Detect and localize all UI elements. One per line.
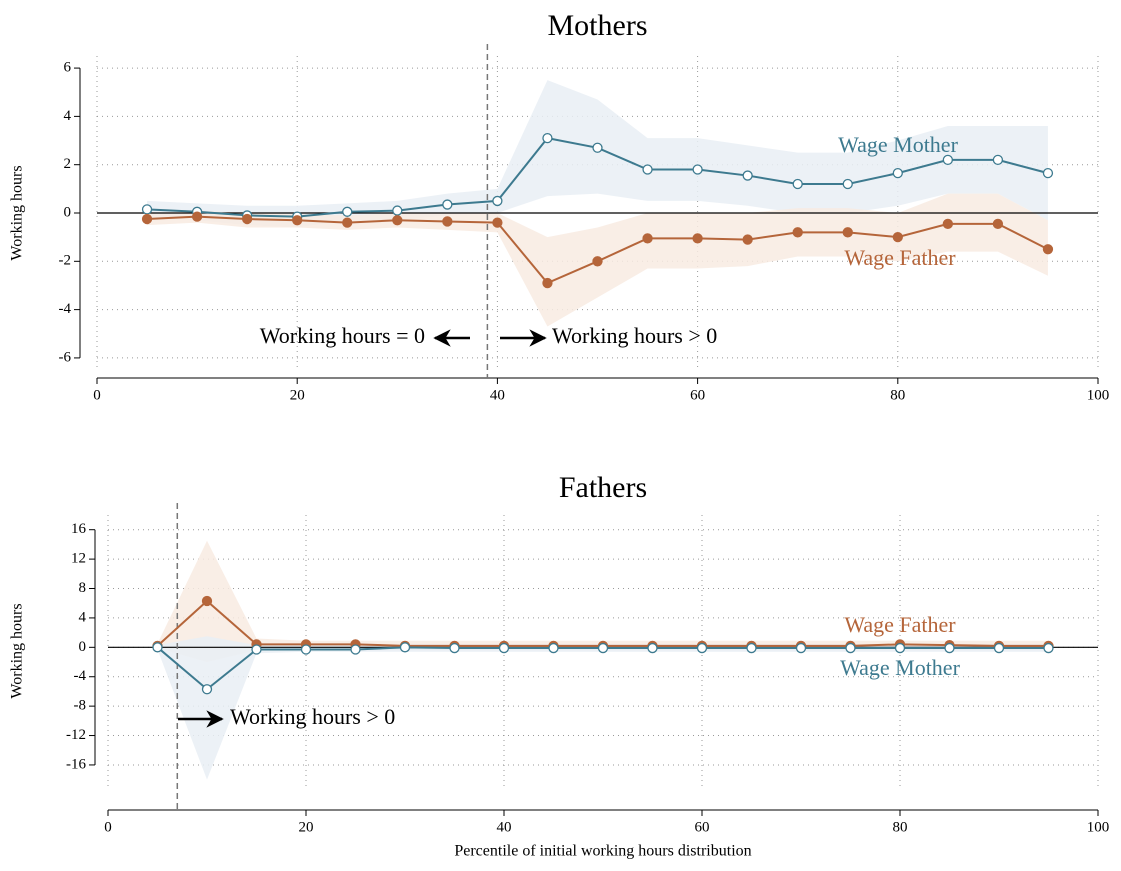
data-point bbox=[592, 256, 603, 267]
data-point bbox=[792, 227, 803, 238]
x-tick-label: 40 bbox=[490, 387, 505, 403]
data-point bbox=[792, 178, 803, 190]
x-tick-label: 80 bbox=[890, 387, 905, 403]
data-point bbox=[399, 642, 411, 653]
data-point bbox=[993, 642, 1005, 654]
data-point bbox=[992, 154, 1004, 166]
series-label: Wage Mother bbox=[838, 132, 958, 157]
y-tick-label: 12 bbox=[71, 551, 86, 567]
data-point bbox=[542, 132, 553, 144]
data-point bbox=[492, 217, 503, 228]
x-tick-label: 100 bbox=[1087, 819, 1110, 835]
data-point bbox=[449, 642, 460, 654]
data-point bbox=[392, 205, 403, 216]
chart-title: Mothers bbox=[548, 9, 648, 42]
y-tick-label: -16 bbox=[66, 756, 86, 772]
data-point bbox=[442, 216, 453, 227]
y-tick-label: 4 bbox=[64, 108, 72, 124]
y-tick-label: 0 bbox=[79, 639, 87, 655]
x-tick-label: 60 bbox=[695, 819, 710, 835]
data-point bbox=[845, 642, 856, 654]
data-point bbox=[392, 215, 403, 226]
data-point bbox=[642, 164, 653, 175]
x-tick-label: 20 bbox=[290, 387, 305, 403]
chart-title: Fathers bbox=[559, 471, 647, 504]
data-point bbox=[992, 218, 1004, 230]
y-axis-label: Working hours bbox=[9, 165, 26, 260]
x-tick-label: 0 bbox=[93, 387, 101, 403]
annotation: Working hours > 0 bbox=[552, 323, 717, 348]
data-point bbox=[1043, 642, 1054, 654]
confidence-band bbox=[147, 80, 1048, 228]
data-point bbox=[201, 595, 213, 607]
y-tick-label: 8 bbox=[79, 580, 87, 596]
data-point bbox=[241, 213, 253, 225]
data-point bbox=[498, 642, 510, 654]
data-point bbox=[746, 642, 757, 654]
data-point bbox=[942, 154, 953, 166]
x-tick-label: 80 bbox=[893, 819, 908, 835]
y-tick-label: -8 bbox=[74, 698, 87, 714]
x-tick-label: 0 bbox=[104, 819, 112, 835]
data-point bbox=[742, 234, 753, 245]
data-point bbox=[141, 213, 153, 225]
data-point bbox=[300, 644, 312, 655]
data-point bbox=[141, 204, 153, 215]
y-tick-label: -12 bbox=[66, 727, 86, 743]
data-point bbox=[942, 218, 953, 230]
series-label: Wage Father bbox=[844, 245, 956, 270]
y-axis-label: Working hours bbox=[9, 603, 26, 698]
data-point bbox=[492, 195, 503, 207]
data-point bbox=[944, 642, 955, 654]
series-label: Wage Father bbox=[844, 612, 956, 637]
y-tick-label: 16 bbox=[71, 521, 87, 537]
x-tick-label: 20 bbox=[299, 819, 314, 835]
y-tick-label: -2 bbox=[59, 253, 72, 269]
data-point bbox=[548, 642, 559, 654]
data-point bbox=[642, 233, 653, 244]
data-point bbox=[1042, 244, 1054, 255]
y-tick-label: 2 bbox=[64, 156, 72, 172]
y-tick-label: 6 bbox=[64, 60, 72, 76]
data-point bbox=[342, 206, 353, 217]
x-tick-label: 60 bbox=[690, 387, 705, 403]
data-point bbox=[795, 642, 807, 654]
data-point bbox=[842, 227, 853, 238]
series-label: Wage Mother bbox=[840, 655, 960, 680]
data-point bbox=[597, 642, 609, 654]
y-tick-label: 4 bbox=[79, 609, 87, 625]
data-point bbox=[892, 167, 903, 179]
data-point bbox=[1042, 167, 1054, 179]
y-tick-label: -6 bbox=[59, 349, 72, 365]
y-tick-label: -4 bbox=[59, 301, 72, 317]
data-point bbox=[191, 211, 203, 222]
data-point bbox=[647, 642, 658, 654]
annotation: Working hours > 0 bbox=[230, 704, 395, 729]
x-tick-label: 40 bbox=[497, 819, 512, 835]
data-point bbox=[692, 233, 703, 244]
data-point bbox=[742, 170, 753, 181]
data-point bbox=[292, 215, 303, 226]
y-tick-label: 0 bbox=[64, 204, 72, 220]
y-tick-label: -4 bbox=[74, 668, 87, 684]
data-point bbox=[201, 684, 213, 695]
data-point bbox=[892, 232, 903, 243]
data-point bbox=[152, 642, 163, 653]
x-tick-label: 100 bbox=[1087, 387, 1110, 403]
confidence-band bbox=[157, 636, 1049, 780]
data-point bbox=[442, 199, 453, 210]
data-point bbox=[542, 277, 553, 289]
annotation: Working hours = 0 bbox=[260, 323, 425, 348]
data-point bbox=[692, 164, 703, 175]
data-point bbox=[342, 217, 353, 228]
x-axis-label: Percentile of initial working hours dist… bbox=[454, 843, 751, 860]
data-point bbox=[696, 642, 708, 654]
data-point bbox=[894, 642, 906, 654]
data-point bbox=[592, 142, 603, 153]
data-point bbox=[251, 644, 262, 655]
data-point bbox=[350, 644, 361, 655]
data-point bbox=[842, 178, 853, 190]
